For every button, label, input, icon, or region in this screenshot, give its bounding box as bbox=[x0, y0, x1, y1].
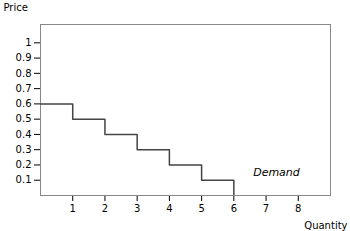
svg-text:0.8: 0.8 bbox=[16, 68, 32, 79]
svg-text:2: 2 bbox=[102, 203, 108, 214]
svg-text:1: 1 bbox=[25, 37, 31, 48]
svg-text:0.7: 0.7 bbox=[16, 83, 32, 94]
svg-text:0.5: 0.5 bbox=[16, 113, 32, 124]
svg-text:3: 3 bbox=[134, 203, 140, 214]
svg-text:Price: Price bbox=[4, 2, 28, 13]
svg-text:7: 7 bbox=[263, 203, 269, 214]
svg-text:8: 8 bbox=[295, 203, 301, 214]
svg-text:0.6: 0.6 bbox=[16, 98, 32, 109]
svg-text:Demand: Demand bbox=[253, 166, 301, 179]
svg-text:6: 6 bbox=[231, 203, 237, 214]
svg-text:Quantity: Quantity bbox=[304, 220, 347, 231]
svg-text:4: 4 bbox=[166, 203, 172, 214]
svg-text:0.4: 0.4 bbox=[16, 129, 32, 140]
svg-text:0.3: 0.3 bbox=[16, 144, 32, 155]
svg-text:0.2: 0.2 bbox=[16, 159, 32, 170]
svg-text:1: 1 bbox=[70, 203, 76, 214]
svg-text:5: 5 bbox=[198, 203, 204, 214]
svg-text:0.9: 0.9 bbox=[16, 52, 32, 63]
svg-text:0.1: 0.1 bbox=[16, 174, 32, 185]
